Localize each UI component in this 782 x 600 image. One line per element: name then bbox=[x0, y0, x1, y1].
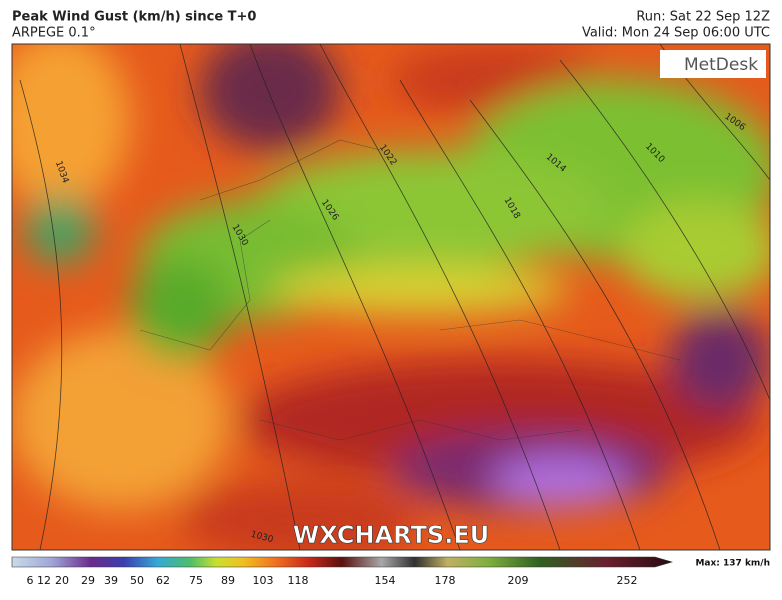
colorbar-tick: 89 bbox=[221, 574, 235, 587]
logo: MetDesk bbox=[684, 55, 758, 75]
max-label: Max: 137 km/h bbox=[695, 559, 770, 569]
colorbar-tick: 50 bbox=[130, 574, 144, 587]
logo-box bbox=[660, 50, 766, 78]
colorbar bbox=[11, 556, 674, 568]
colorbar-tick: 12 bbox=[37, 574, 51, 587]
colorbar-tick: 252 bbox=[617, 574, 638, 587]
watermark: WXCHARTS.EU bbox=[293, 521, 489, 549]
title: Peak Wind Gust (km/h) since T+0 bbox=[12, 10, 256, 25]
colorbar-tick: 29 bbox=[81, 574, 95, 587]
run-time: Run: Sat 22 Sep 12Z bbox=[636, 10, 770, 25]
colorbar-tick: 154 bbox=[375, 574, 396, 587]
colorbar-tick: 62 bbox=[156, 574, 170, 587]
colorbar-tick: 178 bbox=[435, 574, 456, 587]
colorbar-tick: 6 bbox=[27, 574, 34, 587]
colorbar-tick: 103 bbox=[253, 574, 274, 587]
colorbar-tick: 39 bbox=[104, 574, 118, 587]
model: ARPEGE 0.1° bbox=[12, 26, 96, 41]
colorbar-tick: 118 bbox=[288, 574, 309, 587]
isobars bbox=[19, 44, 770, 550]
borders bbox=[139, 139, 681, 441]
map bbox=[12, 44, 770, 550]
colorbar-tick: 75 bbox=[189, 574, 203, 587]
map-frame bbox=[11, 43, 771, 551]
valid-time: Valid: Mon 24 Sep 06:00 UTC bbox=[582, 26, 770, 41]
colorbar-tick: 209 bbox=[508, 574, 529, 587]
colorbar-tick: 20 bbox=[55, 574, 69, 587]
